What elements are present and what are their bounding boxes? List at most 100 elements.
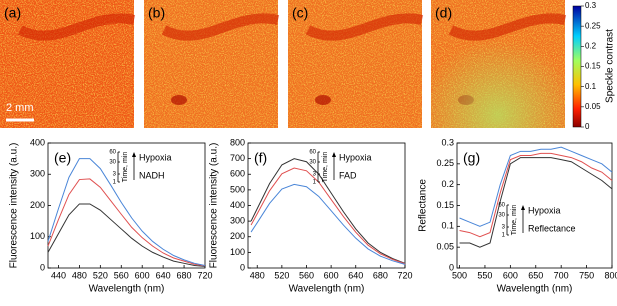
- inset-tick-label: 60: [309, 150, 316, 156]
- inset-tick-label: 30: [309, 160, 316, 166]
- y-tick-label: 0.05: [436, 242, 454, 252]
- inset-tick-label: 30: [498, 213, 505, 219]
- inset-tick-label: 1: [113, 180, 117, 186]
- scale-bar-label: 2 mm: [6, 102, 34, 114]
- chart: 480 520 560 600 640 680 720 0 100 200 300 400 500 600…: [209, 137, 413, 294]
- vessel: [171, 95, 187, 105]
- x-tick-label: 720: [197, 270, 212, 280]
- x-tick-label: 600: [324, 270, 339, 280]
- colorbar-tick-label: 0.25: [585, 21, 601, 30]
- colorbar-label: Speckle contrast: [605, 29, 616, 103]
- panel-label: (b): [148, 5, 165, 21]
- y-tick-label: 0.15: [436, 200, 454, 210]
- x-tick-label: 440: [51, 270, 66, 280]
- colorbar: [572, 5, 582, 128]
- inset-tick-label: 30: [109, 160, 116, 166]
- series-line: [47, 203, 206, 267]
- inset-tick-label: 60: [109, 150, 116, 156]
- inset-arrow-head: [521, 205, 525, 210]
- inset-arrow-head: [132, 152, 136, 157]
- y-tick-label: 200: [230, 231, 245, 241]
- x-axis-label: Wavelength (nm): [89, 284, 165, 295]
- y-axis-label: Reflectance: [418, 179, 429, 232]
- colorbar-tick-label: 0.1: [585, 82, 597, 91]
- inset-arrow-label: Hypoxia: [139, 152, 172, 162]
- panel-label: (c): [292, 5, 308, 21]
- x-tick-label: 750: [579, 270, 594, 280]
- y-tick-label: 0.3: [441, 137, 454, 147]
- inset-tick-label: 1: [502, 233, 506, 239]
- x-tick-label: 520: [274, 270, 289, 280]
- series-line: [47, 158, 206, 266]
- x-tick-label: 560: [299, 270, 314, 280]
- y-tick-label: 0.2: [441, 179, 454, 189]
- series-line: [250, 183, 406, 265]
- chart: 500 550 600 650 700 750 800 0 0.05 0.1 0.15 0.2 0.25…: [418, 137, 617, 294]
- x-axis-label: Wavelength (nm): [289, 284, 365, 295]
- x-tick-label: 600: [503, 270, 518, 280]
- inset-axis-label: Time, min: [322, 152, 329, 183]
- y-tick-label: 0.1: [441, 221, 454, 231]
- inset-axis-label: Time, min: [511, 205, 518, 236]
- y-axis-label: Fluorescence intensity (a.u.): [209, 143, 220, 269]
- inset-signal-label: Reflectance: [528, 223, 576, 233]
- inset-arrow-label: Hypoxia: [528, 205, 561, 215]
- colorbar-tick-label: 0.2: [585, 41, 597, 50]
- chart-row: 440 480 520 560 600 640 680 7200100200300400Wav…: [9, 137, 617, 294]
- y-tick-label: 400: [30, 137, 45, 147]
- x-tick-label: 650: [528, 270, 543, 280]
- y-tick-label: 0.25: [436, 158, 454, 168]
- inset-tick-label: 1: [313, 180, 317, 186]
- y-tick-label: 0: [40, 262, 45, 272]
- x-tick-label: 480: [72, 270, 87, 280]
- y-tick-label: 800: [230, 137, 245, 147]
- x-tick-label: 640: [348, 270, 363, 280]
- inset-arrow-head: [332, 152, 336, 157]
- series-line: [459, 146, 613, 227]
- chart: 440 480 520 560 600 640 680 720 0 100 200 300 400 Wav…: [9, 137, 213, 294]
- vessel: [17, 13, 136, 41]
- vessel: [315, 95, 331, 105]
- image-row: (a) (b) (c) (d) 2 mm 0 0.05 0.1 0.15 0.2 0.25 0.3 Sp…: [0, 0, 616, 131]
- region: [431, 0, 565, 128]
- inset-signal-label: NADH: [139, 170, 165, 180]
- panel-label: (g): [463, 150, 480, 166]
- x-tick-label: 480: [250, 270, 265, 280]
- vessel: [305, 13, 424, 41]
- inset-tick-label: 3: [113, 172, 117, 178]
- colorbar-tick-label: 0: [585, 122, 590, 131]
- x-tick-label: 500: [452, 270, 467, 280]
- inset-tick-label: 3: [502, 225, 506, 231]
- y-tick-label: 200: [30, 200, 45, 210]
- x-tick-label: 720: [397, 270, 412, 280]
- series-line: [250, 167, 406, 265]
- inset-axis-label: Time, min: [122, 152, 129, 183]
- inset-tick-label: 3: [313, 172, 317, 178]
- y-tick-label: 100: [230, 247, 245, 257]
- panel-label: (e): [54, 150, 71, 166]
- x-tick-label: 600: [135, 270, 150, 280]
- x-tick-label: 680: [177, 270, 192, 280]
- y-tick-label: 500: [230, 184, 245, 194]
- series-line: [459, 152, 613, 238]
- colorbar-tick-label: 0.3: [585, 1, 597, 10]
- y-tick-label: 0: [240, 262, 245, 272]
- colorbar-tick-label: 0.15: [585, 62, 601, 71]
- y-tick-label: 400: [230, 200, 245, 210]
- y-tick-label: 600: [230, 169, 245, 179]
- x-tick-label: 520: [93, 270, 108, 280]
- inset-tick-label: 60: [498, 203, 505, 209]
- x-tick-label: 800: [604, 270, 617, 280]
- y-tick-label: 700: [230, 153, 245, 163]
- vessel: [161, 13, 280, 41]
- x-axis-label: Wavelength (nm): [497, 284, 573, 295]
- y-tick-label: 300: [30, 169, 45, 179]
- series-line: [47, 178, 206, 267]
- x-tick-label: 700: [554, 270, 569, 280]
- panel-label: (a): [4, 5, 21, 21]
- x-tick-label: 560: [114, 270, 129, 280]
- x-tick-label: 550: [477, 270, 492, 280]
- series-line: [459, 157, 613, 248]
- colorbar-tick-label: 0.05: [585, 102, 601, 111]
